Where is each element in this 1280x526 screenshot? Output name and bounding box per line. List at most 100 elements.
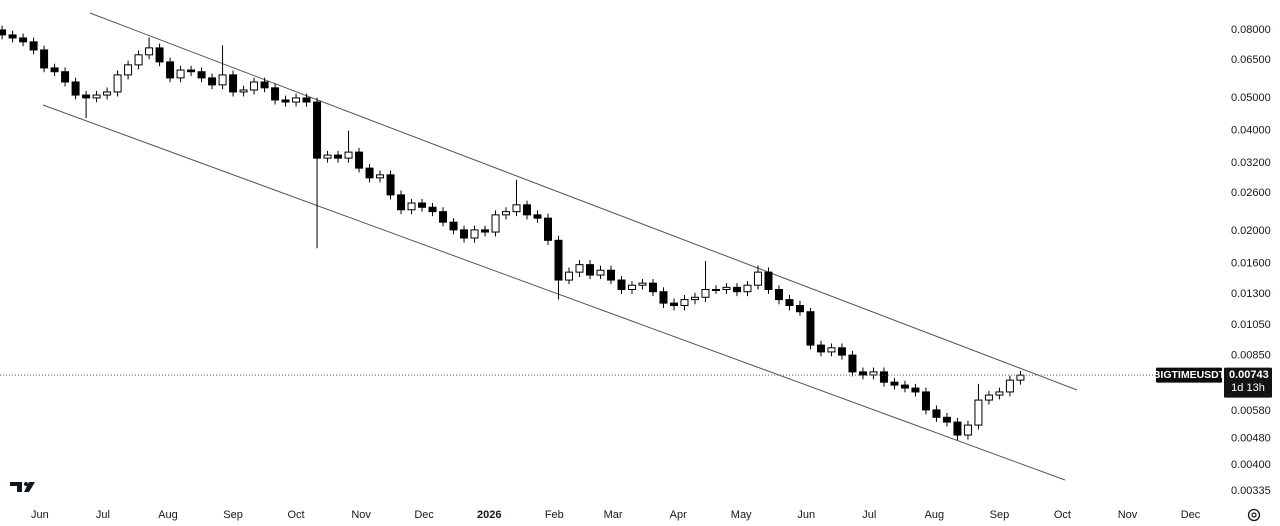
candle-body <box>313 101 322 159</box>
x-tick-label: Oct <box>287 509 304 521</box>
x-tick-label: Sep <box>990 509 1010 521</box>
y-tick-label: 0.00850 <box>1231 350 1271 362</box>
candle-body <box>397 194 406 211</box>
x-tick-label: Dec <box>1181 509 1201 521</box>
candle-body <box>858 371 867 376</box>
candle-body <box>627 284 636 290</box>
y-tick-label: 0.02600 <box>1231 187 1271 199</box>
candle-body <box>491 214 500 233</box>
x-tick-label: May <box>731 509 752 521</box>
y-tick-label: 0.00480 <box>1231 433 1271 445</box>
candle-body <box>155 47 164 63</box>
candle-body <box>460 229 469 239</box>
candle-body <box>418 202 427 208</box>
candle-body <box>8 34 17 39</box>
candle-body <box>1016 374 1025 381</box>
x-tick-label: Jul <box>96 509 110 521</box>
y-tick-label: 0.02000 <box>1231 225 1271 237</box>
last-price-label: 0.00743 <box>1229 369 1269 381</box>
candle-body <box>586 264 595 276</box>
candle-body <box>974 399 983 426</box>
candle-body <box>512 204 521 213</box>
x-tick-label: Feb <box>545 509 564 521</box>
candle-body <box>334 154 343 159</box>
y-tick-label: 0.06500 <box>1231 54 1271 66</box>
y-tick-label: 0.04000 <box>1231 125 1271 137</box>
candle-body <box>0 29 7 36</box>
candle-body <box>271 87 280 101</box>
candle-body <box>879 371 888 383</box>
candle-body <box>900 384 909 389</box>
x-tick-label: Nov <box>351 509 371 521</box>
candle-body <box>732 286 741 293</box>
candle-body <box>565 271 574 281</box>
candle-body <box>848 354 857 373</box>
candle-body <box>1005 379 1014 393</box>
candle-body <box>166 61 175 79</box>
candle-body <box>544 217 553 241</box>
upper-trend-line <box>89 12 1078 391</box>
candle-body <box>995 391 1004 396</box>
candle-body <box>470 229 479 239</box>
y-tick-label: 0.01300 <box>1231 288 1271 300</box>
x-tick-label: Nov <box>1118 509 1138 521</box>
candle-body <box>208 77 217 86</box>
x-tick-label: Jun <box>797 509 815 521</box>
candle-body <box>386 174 395 196</box>
symbol-label: BIGTIMEUSDT <box>1153 369 1226 381</box>
candle-body <box>533 214 542 219</box>
candle-body <box>113 74 122 93</box>
candle-body <box>607 269 615 281</box>
candle-body <box>502 211 511 216</box>
candle-body <box>942 416 951 423</box>
candle-body <box>439 211 448 223</box>
x-tick-label: Dec <box>414 509 434 521</box>
candle-body <box>292 97 301 103</box>
y-tick-label: 0.00400 <box>1231 459 1271 471</box>
tv-logo <box>10 482 35 492</box>
candle-body <box>963 424 972 436</box>
last-price-tag <box>1224 367 1272 398</box>
candle-body <box>82 94 91 99</box>
y-tick-label: 0.00335 <box>1231 485 1271 497</box>
y-tick-label: 0.01600 <box>1231 258 1271 270</box>
candle-body <box>229 74 238 93</box>
candle-body <box>92 94 101 99</box>
candle-body <box>40 49 49 69</box>
candle-body <box>617 279 626 290</box>
x-tick-label: Aug <box>925 509 945 521</box>
candle-body <box>932 409 941 418</box>
x-tick-label: Oct <box>1054 509 1071 521</box>
candle-body <box>407 202 416 211</box>
candle-body <box>659 291 668 304</box>
candle-body <box>449 221 458 231</box>
candle-body <box>71 81 80 96</box>
candle-body <box>29 41 38 51</box>
candle-body <box>281 99 290 103</box>
candle-body <box>795 305 804 313</box>
x-tick-label: Jul <box>862 509 876 521</box>
candle-body <box>355 151 364 169</box>
candle-body <box>302 97 311 103</box>
settings-button[interactable] <box>1247 508 1261 522</box>
candle-body <box>575 264 584 273</box>
y-tick-label: 0.00580 <box>1231 405 1271 417</box>
candle-body <box>176 69 185 79</box>
symbol-tag <box>1156 367 1222 383</box>
candle-body <box>869 371 878 376</box>
candle-body <box>774 288 783 301</box>
x-tick-label: Jun <box>31 509 49 521</box>
candles <box>0 25 1025 441</box>
x-tick-label: Aug <box>158 509 178 521</box>
candle-body <box>816 344 825 353</box>
candle-body <box>753 271 762 286</box>
lower-trend-line <box>42 104 1066 481</box>
candle-body <box>722 286 731 290</box>
candle-body <box>690 296 699 301</box>
candle-body <box>890 381 899 386</box>
candle-body <box>250 81 259 91</box>
candle-body <box>669 302 678 307</box>
candle-body <box>837 347 846 356</box>
